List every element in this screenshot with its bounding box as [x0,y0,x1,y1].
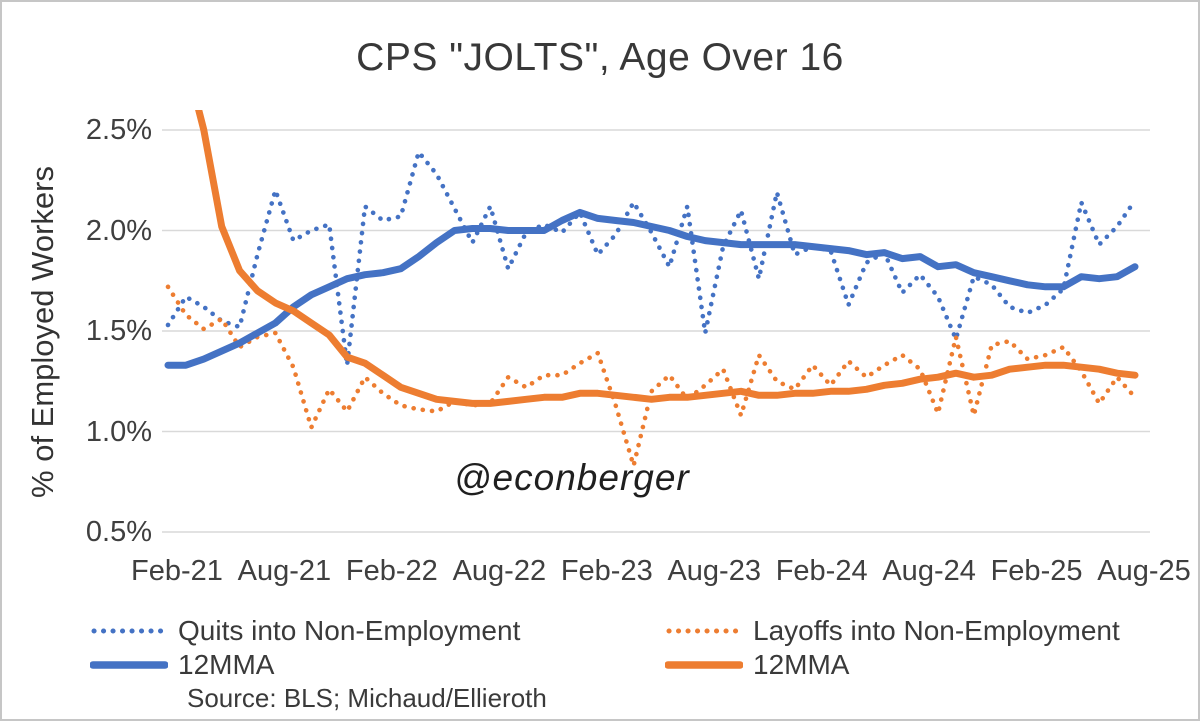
series-layoffs-12mma-line [195,110,1139,407]
y-tick-label: 1.5% [85,315,152,347]
x-tick-label: Feb-24 [775,555,868,587]
chart-title: CPS "JOLTS", Age Over 16 [356,36,844,79]
legend-label: 12MMA [178,649,275,680]
x-tick-label: Feb-21 [131,555,223,587]
x-tick-label: Feb-22 [345,555,438,587]
x-tick-label: Aug-24 [882,555,976,587]
legend-item-layoffs-12mma: 12MMA [665,649,849,681]
source-note: Source: BLS; Michaud/Ellieroth [187,683,547,713]
layoffs-solid-legend-swatch-icon [665,661,743,669]
series-quits-monthly-line [165,149,1138,368]
y-tick-label: 1.0% [85,415,152,448]
legend-item-quits-monthly: Quits into Non-Employment [90,615,520,647]
y-tick-label: 0.5% [85,516,152,548]
x-tick-label: Aug-23 [667,555,761,587]
x-tick-label: Feb-25 [990,555,1083,587]
legend-item-layoffs-monthly: Layoffs into Non-Employment [665,615,1120,647]
y-tick-label: 2.5% [85,114,152,146]
x-tick-label: Aug-21 [237,555,332,587]
legend-label: 12MMA [753,649,850,680]
legend-label: Quits into Non-Employment [178,615,521,646]
x-tick-label: Feb-23 [560,555,653,587]
x-tick-label: Aug-25 [1097,555,1191,587]
series-quits-12mma-line [164,208,1139,369]
series-layoffs-monthly-line [165,284,1138,468]
quits-solid-legend-swatch-icon [90,661,168,669]
watermark: @econberger [454,457,690,498]
quits-dotted-legend-swatch-icon [91,628,167,634]
legend-item-quits-12mma: 12MMA [90,649,274,681]
x-tick-label: Aug-22 [452,555,547,587]
y-tick-label: 2.0% [85,214,152,247]
layoffs-dotted-legend-swatch-icon [666,628,742,634]
legend-label: Layoffs into Non-Employment [753,615,1120,646]
